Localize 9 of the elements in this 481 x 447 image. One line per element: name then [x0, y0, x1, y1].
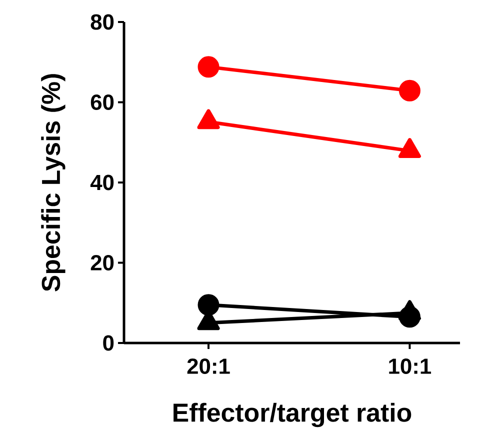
y-tick-label: 80: [90, 14, 114, 30]
x-tick-label: 10:1: [389, 358, 432, 374]
x-tick-label: 20:1: [187, 358, 230, 374]
y-tick-label: 60: [90, 94, 114, 110]
y-tick-label: 0: [103, 335, 114, 351]
y-tick-label: 20: [90, 254, 114, 270]
x-axis-title: Effector/target ratio: [174, 402, 412, 428]
y-axis-title: Specific Lysis (%): [41, 74, 66, 292]
y-tick-label: 40: [90, 174, 114, 190]
